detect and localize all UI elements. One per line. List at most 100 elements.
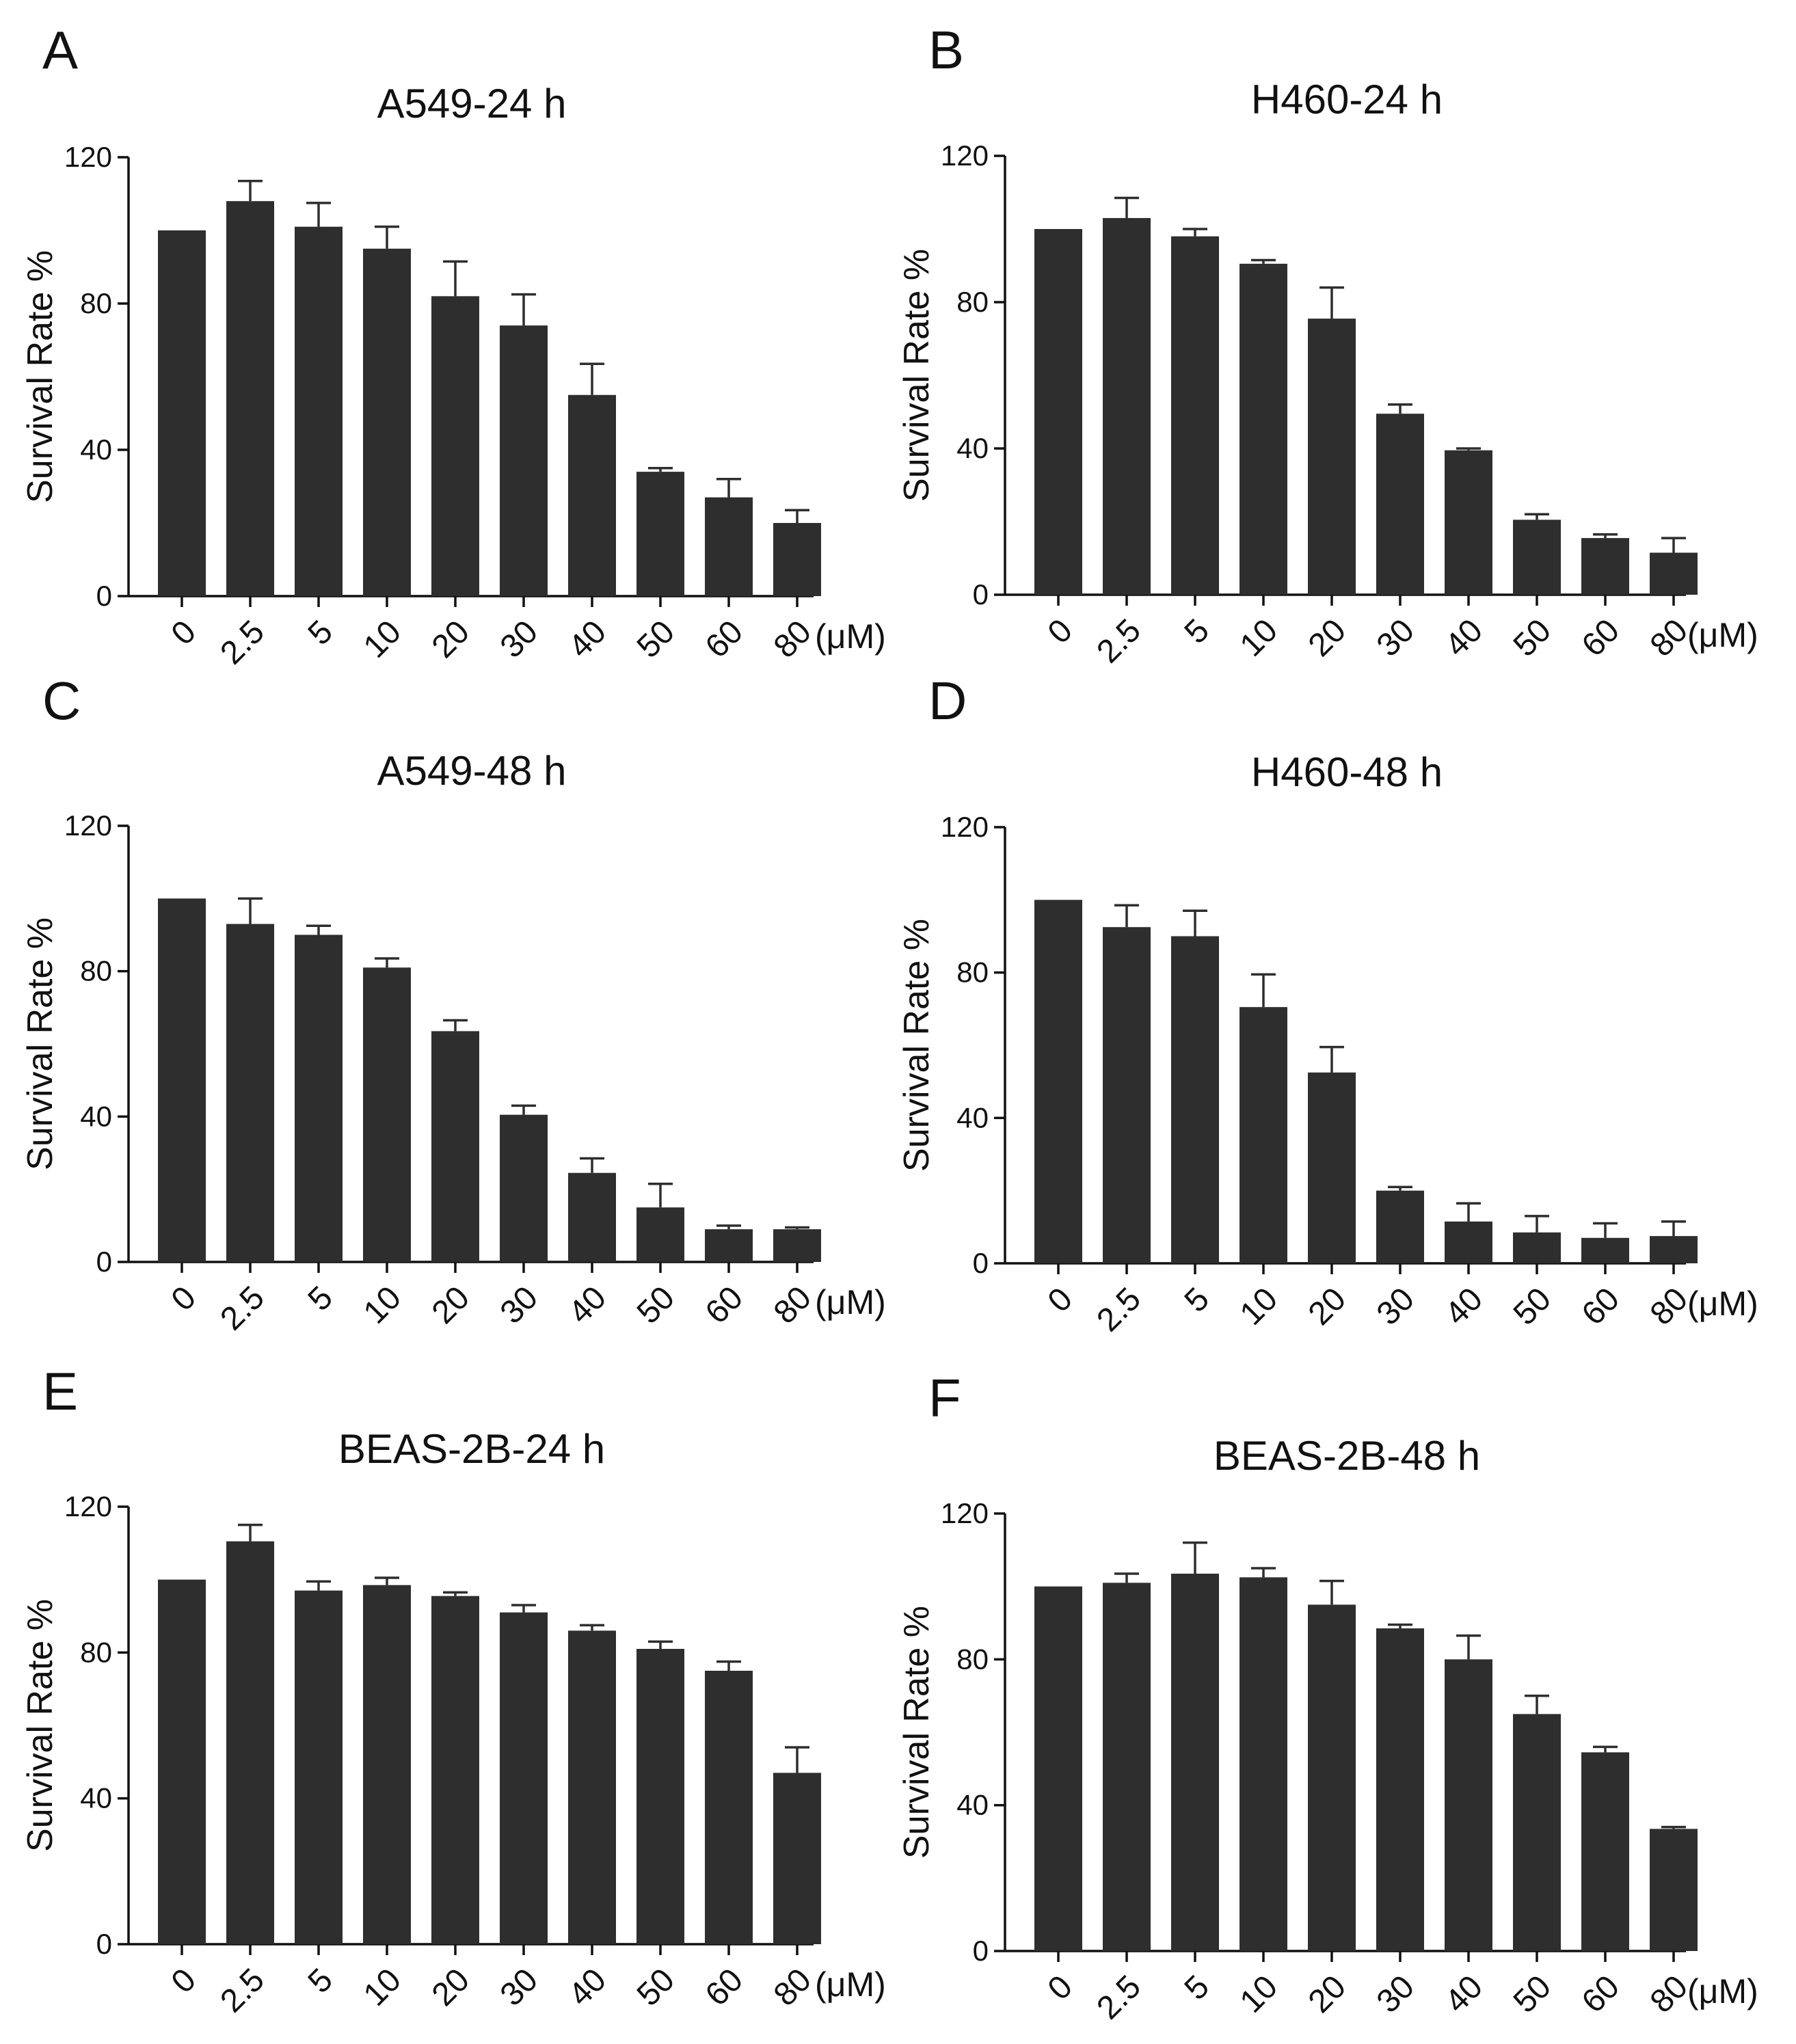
x-tick-label: 5 <box>1178 1969 1216 2007</box>
x-unit-label: (μM) <box>1687 1285 1758 1323</box>
x-tick-label: 40 <box>1438 1281 1490 1332</box>
bar <box>1171 936 1219 1263</box>
bar <box>773 523 821 596</box>
bar <box>431 296 479 596</box>
x-tick-label: 30 <box>1370 1281 1421 1332</box>
x-tick-label: 5 <box>301 1962 340 2000</box>
x-tick-label: 5 <box>301 614 340 652</box>
bar <box>568 1630 616 1944</box>
bar <box>158 898 206 1262</box>
bar <box>1239 1007 1287 1263</box>
y-tick-label: 80 <box>956 286 989 318</box>
bar <box>1376 1628 1424 1951</box>
bar <box>636 1649 684 1944</box>
chart-panel-b: B H460-24 h Survival Rate % 0 40 80 120 0 2.5 5 10… <box>897 20 1758 670</box>
y-tick-label: 120 <box>64 1490 112 1522</box>
x-tick-label: 10 <box>357 1280 408 1331</box>
bar <box>568 394 616 596</box>
x-tick-label: 20 <box>425 614 477 665</box>
bar <box>1171 1574 1219 1951</box>
x-tick-label: 10 <box>357 1962 408 2013</box>
bar <box>1034 229 1082 595</box>
bar <box>1581 1752 1629 1951</box>
y-tick-label: 0 <box>973 578 989 610</box>
y-axis-label: Survival Rate % <box>21 1599 60 1852</box>
bar <box>1034 1586 1082 1951</box>
y-axis-label: Survival Rate % <box>897 1606 937 1859</box>
x-tick-label: 20 <box>1302 1281 1353 1332</box>
chart-panel-d: D H460-48 h Survival Rate % 0 40 80 120 0 2.5 5 10… <box>897 671 1758 1339</box>
y-tick-label: 40 <box>80 1782 112 1814</box>
x-tick-label: 5 <box>1178 613 1216 651</box>
y-tick-label: 40 <box>956 1101 989 1133</box>
bar <box>705 1229 753 1262</box>
y-tick-label: 120 <box>941 139 989 172</box>
bar <box>1103 927 1151 1263</box>
x-tick-label: 60 <box>699 1962 750 2013</box>
bar <box>431 1031 479 1262</box>
x-tick-label: 20 <box>425 1280 477 1331</box>
bar <box>773 1229 821 1262</box>
x-tick-label: 30 <box>1370 1969 1421 2020</box>
bar <box>295 934 343 1262</box>
bar <box>1650 1236 1698 1263</box>
bar <box>1034 900 1082 1263</box>
x-unit-label: (μM) <box>1687 1972 1758 2011</box>
x-tick-label: 2.5 <box>1090 613 1148 671</box>
x-tick-label: 0 <box>165 1280 203 1318</box>
x-tick-label: 80 <box>767 1962 818 2013</box>
bar <box>363 1585 411 1944</box>
x-tick-label: 30 <box>494 614 545 665</box>
bar <box>1445 1659 1492 1951</box>
bar <box>158 1579 206 1944</box>
bar <box>158 230 206 596</box>
chart-panel-f: F BEAS-2B-48 h Survival Rate % 0 40 80 120 0 2.5… <box>897 1368 1758 2026</box>
x-tick-label: 20 <box>1302 613 1353 664</box>
chart-panel-e: E BEAS-2B-24 h Survival Rate % 0 40 80 120 0 2.5… <box>21 1361 886 2019</box>
x-tick-label: 0 <box>1041 613 1080 651</box>
bar <box>568 1172 616 1262</box>
bar <box>226 924 274 1262</box>
y-tick-label: 0 <box>973 1247 989 1279</box>
bar <box>1308 1604 1356 1951</box>
x-tick-label: 2.5 <box>213 1962 271 2020</box>
bar <box>636 472 684 596</box>
y-tick-label: 80 <box>80 287 112 319</box>
y-tick-label: 0 <box>96 1246 112 1278</box>
x-tick-label: 50 <box>1507 1281 1558 1332</box>
bar <box>363 967 411 1262</box>
y-axis-label: Survival Rate % <box>897 919 937 1172</box>
x-tick-label: 0 <box>1041 1969 1080 2007</box>
x-tick-label: 10 <box>357 614 408 665</box>
bar <box>1239 1577 1287 1951</box>
chart-panel-a: A A549-24 h Survival Rate % 0 40 80 120 0 2.5 5 10… <box>21 20 886 671</box>
x-tick-label: 0 <box>165 614 203 652</box>
x-tick-label: 30 <box>494 1962 545 2013</box>
x-tick-label: 10 <box>1233 1281 1285 1332</box>
bar <box>1445 1221 1492 1263</box>
bar <box>705 1671 753 1944</box>
bar <box>226 201 274 596</box>
x-tick-label: 10 <box>1233 613 1285 664</box>
x-unit-label: (μM) <box>815 1283 886 1321</box>
bar <box>431 1596 479 1944</box>
y-tick-label: 40 <box>80 1100 112 1132</box>
y-tick-label: 40 <box>956 1789 989 1821</box>
bar <box>226 1541 274 1944</box>
y-tick-label: 0 <box>973 1935 989 1967</box>
x-tick-label: 60 <box>1575 1969 1626 2020</box>
x-tick-label: 50 <box>630 1962 682 2013</box>
y-tick-label: 80 <box>956 1643 989 1675</box>
chart-panel-c: C A549-48 h Survival Rate % 0 40 80 120 0 2.5 5 10… <box>21 671 886 1337</box>
y-tick-label: 120 <box>64 141 112 173</box>
x-tick-label: 0 <box>1041 1281 1080 1319</box>
x-tick-label: 20 <box>1302 1969 1353 2020</box>
x-tick-label: 40 <box>562 1962 613 2013</box>
x-unit-label: (μM) <box>815 1965 886 2004</box>
x-tick-label: 60 <box>699 614 750 665</box>
bar <box>1581 1237 1629 1263</box>
y-tick-label: 40 <box>80 433 112 466</box>
x-tick-label: 60 <box>699 1280 750 1331</box>
x-tick-label: 80 <box>767 1280 818 1331</box>
